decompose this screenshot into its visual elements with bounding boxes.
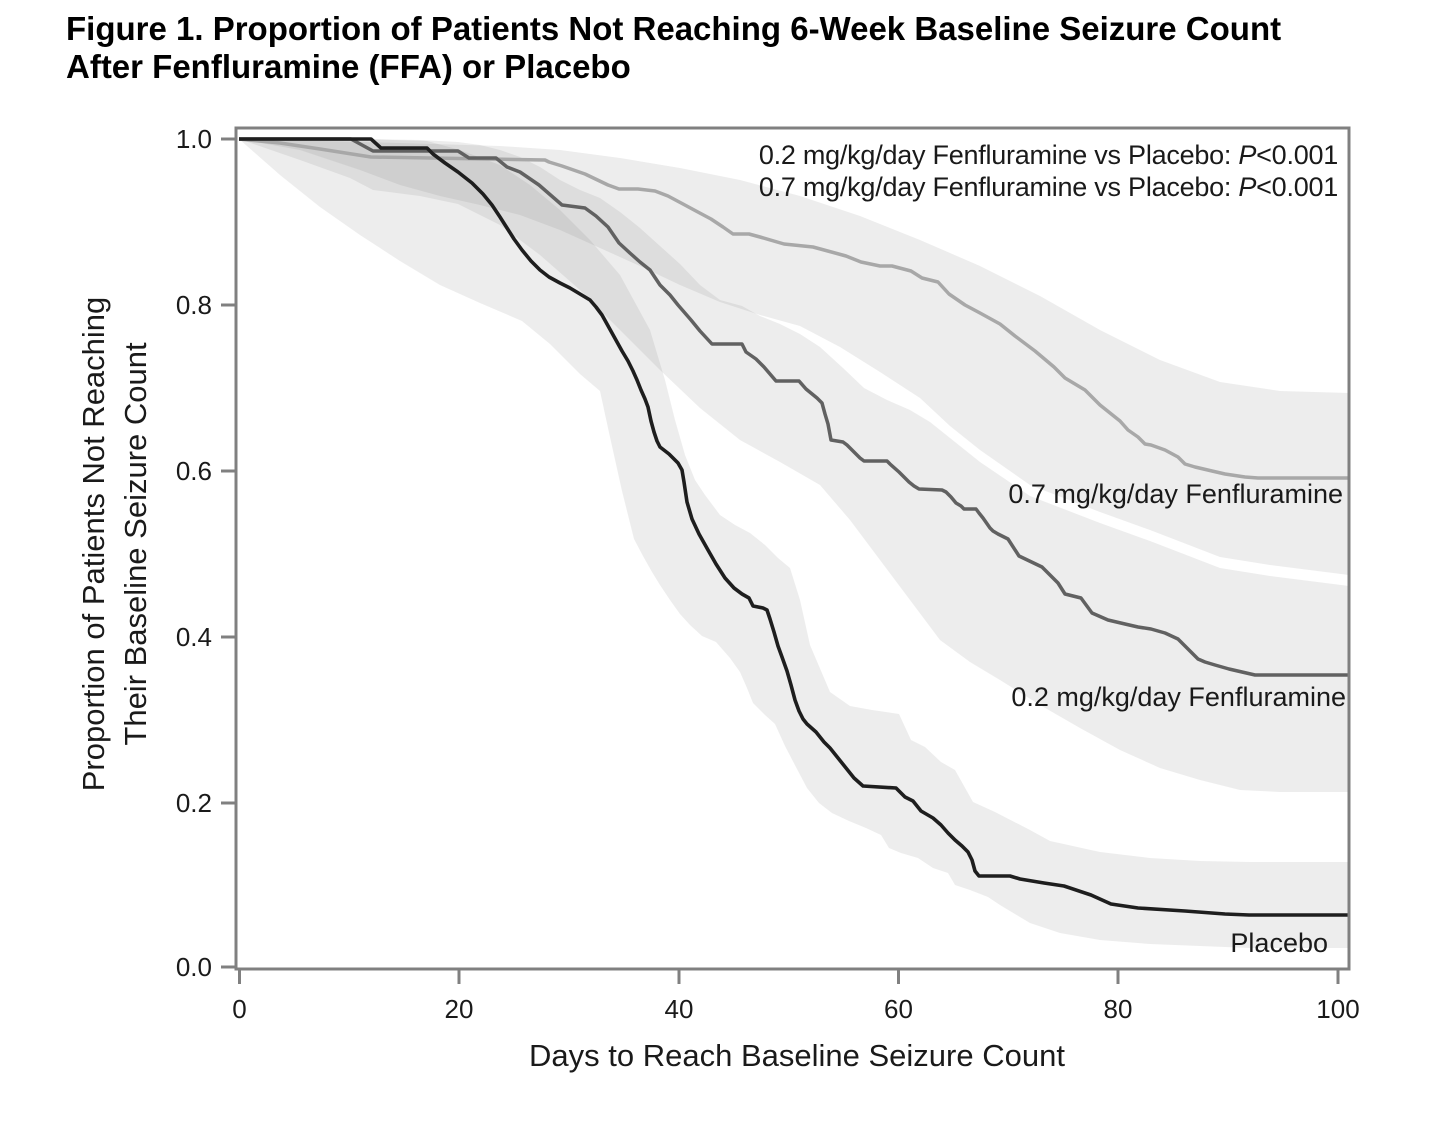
svg-text:0.0: 0.0 xyxy=(176,952,212,982)
svg-text:0.6: 0.6 xyxy=(176,456,212,486)
svg-text:0: 0 xyxy=(232,994,246,1024)
svg-text:1.0: 1.0 xyxy=(176,124,212,154)
svg-text:Days to Reach Baseline Seizure: Days to Reach Baseline Seizure Count xyxy=(529,1038,1065,1073)
svg-text:Proportion of Patients Not Rea: Proportion of Patients Not Reaching xyxy=(76,297,111,792)
svg-text:0.2 mg/kg/day Fenfluramine vs: 0.2 mg/kg/day Fenfluramine vs Placebo: P… xyxy=(759,140,1338,170)
svg-text:80: 80 xyxy=(1104,994,1133,1024)
svg-text:After Fenfluramine (FFA) or Pl: After Fenfluramine (FFA) or Placebo xyxy=(66,48,631,85)
svg-text:100: 100 xyxy=(1316,994,1359,1024)
svg-text:40: 40 xyxy=(665,994,694,1024)
svg-text:Placebo: Placebo xyxy=(1230,928,1328,958)
svg-text:0.2 mg/kg/day Fenfluramine: 0.2 mg/kg/day Fenfluramine xyxy=(1011,682,1346,712)
svg-text:Figure 1. Proportion of Patien: Figure 1. Proportion of Patients Not Rea… xyxy=(66,10,1281,47)
svg-text:60: 60 xyxy=(884,994,913,1024)
svg-text:20: 20 xyxy=(445,994,474,1024)
svg-text:0.7 mg/kg/day Fenfluramine vs: 0.7 mg/kg/day Fenfluramine vs Placebo: P… xyxy=(759,172,1338,202)
svg-text:0.8: 0.8 xyxy=(176,290,212,320)
svg-text:0.2: 0.2 xyxy=(176,788,212,818)
svg-text:Their Baseline Seizure Count: Their Baseline Seizure Count xyxy=(118,342,153,746)
svg-text:0.7 mg/kg/day Fenfluramine: 0.7 mg/kg/day Fenfluramine xyxy=(1008,479,1343,509)
svg-text:0.4: 0.4 xyxy=(176,622,212,652)
